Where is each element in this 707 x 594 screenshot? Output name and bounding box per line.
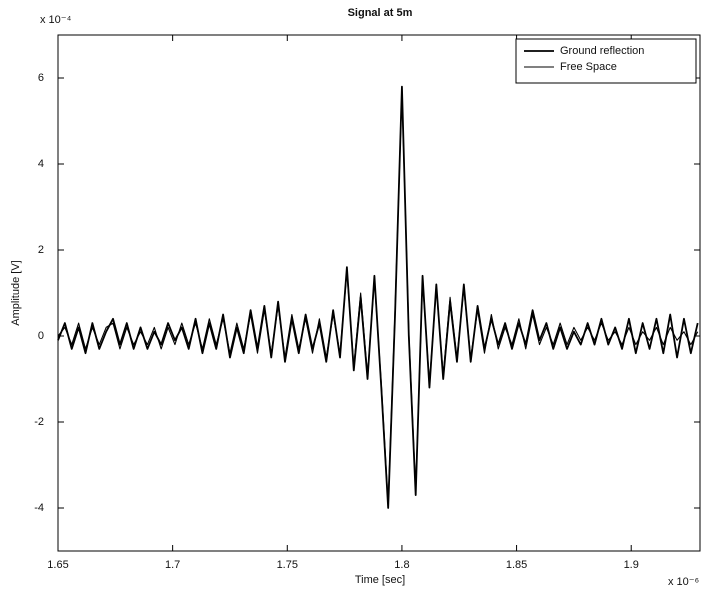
y-axis-label: Amplitude [V] [10,260,22,325]
legend-label: Ground reflection [560,45,644,57]
x-axis-label: Time [sec] [355,574,405,586]
y-tick-label: 4 [38,158,44,170]
y-multiplier: x 10⁻⁴ [40,14,72,26]
x-tick-label: 1.65 [47,559,68,571]
x-tick-label: 1.8 [394,559,409,571]
y-tick-label: -4 [34,502,44,514]
legend-label: Free Space [560,61,617,73]
y-tick-label: 2 [38,244,44,256]
x-tick-label: 1.85 [506,559,527,571]
x-tick-label: 1.9 [624,559,639,571]
legend-box [515,38,697,84]
x-multiplier: x 10⁻⁶ [668,576,699,588]
x-tick-label: 1.75 [277,559,298,571]
series-line [57,90,699,505]
y-tick-label: 0 [38,330,44,342]
plot-area [57,34,701,552]
x-tick-label: 1.7 [165,559,180,571]
y-tick-label: -2 [34,416,44,428]
chart-title: Signal at 5m [348,7,413,19]
y-tick-label: 6 [38,72,44,84]
